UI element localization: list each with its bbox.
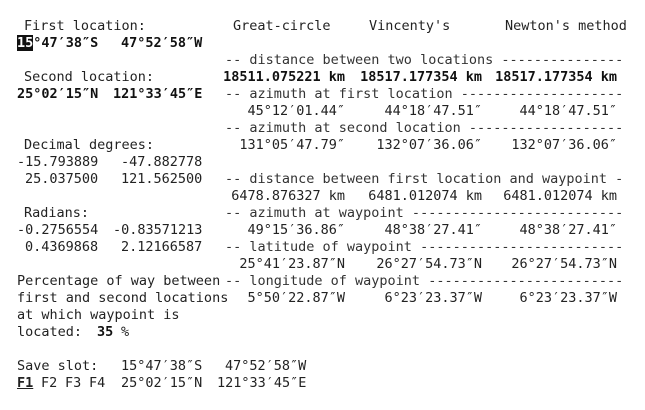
longitude-waypoint-vincenty: 6°23′23.37″W <box>384 290 482 306</box>
first-location-label: First location: <box>24 18 146 34</box>
first-location-lat-rest: °47′38″S <box>33 35 99 51</box>
f3-key[interactable]: F3 <box>65 375 82 391</box>
azimuth-first-vincenty: 44°18′47.51″ <box>384 103 482 119</box>
decimal-second-lon: 121.562500 <box>121 171 203 187</box>
save-slot-2-lat: 25°02′15″N <box>121 375 203 391</box>
f2-key[interactable]: F2 <box>41 375 58 391</box>
azimuth-second-newton: 132°07′36.06″ <box>511 137 617 153</box>
decimal-first-lon: -47.882778 <box>121 154 203 170</box>
distance-waypoint-vincenty: 6481.012074 km <box>368 188 482 204</box>
header-great-circle: Great-circle <box>233 18 331 34</box>
percentage-input[interactable]: 35 <box>97 324 114 340</box>
section-longitude-waypoint: -- longitude of waypoint ---------------… <box>225 273 624 289</box>
azimuth-waypoint-vincenty: 48°38′27.41″ <box>384 222 482 238</box>
azimuth-waypoint-newton: 48°38′27.41″ <box>519 222 617 238</box>
save-slot-1-lat: 15°47′38″S <box>121 358 203 374</box>
decimal-first-lat: -15.793889 <box>17 154 99 170</box>
latitude-waypoint-vincenty: 26°27′54.73″N <box>376 256 482 272</box>
save-slot-2-lon: 121°33′45″E <box>217 375 307 391</box>
distance-vincenty: 18517.177354 km <box>360 69 482 85</box>
percentage-line-2: first and second locations <box>17 290 229 306</box>
second-location-label: Second location: <box>24 69 155 85</box>
radians-second-lon: 2.12166587 <box>121 239 203 255</box>
distance-great-circle: 18511.075221 km <box>223 69 345 85</box>
radians-first-lat: -0.2756554 <box>17 222 99 238</box>
decimal-second-lat: 25.037500 <box>25 171 99 187</box>
percentage-unit: % <box>121 324 130 340</box>
distance-waypoint-great-circle: 6478.876327 km <box>231 188 345 204</box>
decimal-degrees-label: Decimal degrees: <box>24 137 155 153</box>
first-location-lon[interactable]: 47°52′58″W <box>121 35 203 51</box>
second-location-lon[interactable]: 121°33′45″E <box>113 86 203 102</box>
latitude-waypoint-newton: 26°27′54.73″N <box>511 256 617 272</box>
azimuth-second-vincenty: 132°07′36.06″ <box>376 137 482 153</box>
radians-first-lon: -0.83571213 <box>113 222 203 238</box>
second-location-lat[interactable]: 25°02′15″N <box>17 86 99 102</box>
header-vincenty: Vincenty's <box>369 18 451 34</box>
azimuth-first-newton: 44°18′47.51″ <box>519 103 617 119</box>
percentage-line-1: Percentage of way between <box>17 273 221 289</box>
save-slot-label: Save slot: <box>17 358 99 374</box>
f1-key[interactable]: F1 <box>17 375 34 391</box>
longitude-waypoint-newton: 6°23′23.37″W <box>519 290 617 306</box>
f4-key[interactable]: F4 <box>89 375 106 391</box>
section-distance-waypoint: -- distance between first location and w… <box>225 171 624 187</box>
azimuth-waypoint-great-circle: 49°15′36.86″ <box>247 222 345 238</box>
longitude-waypoint-great-circle: 5°50′22.87″W <box>247 290 345 306</box>
percentage-line-4: located: <box>17 324 83 340</box>
latitude-waypoint-great-circle: 25°41′23.87″N <box>239 256 345 272</box>
azimuth-first-great-circle: 45°12′01.44″ <box>247 103 345 119</box>
header-newton: Newton's method <box>505 18 627 34</box>
section-distance: -- distance between two locations ------… <box>225 52 624 68</box>
azimuth-second-great-circle: 131°05′47.79″ <box>239 137 345 153</box>
first-location-lat[interactable]: 15°47′38″S <box>17 35 98 52</box>
radians-label: Radians: <box>24 205 90 221</box>
section-azimuth-first: -- azimuth at first location -----------… <box>225 86 624 102</box>
percentage-line-3: at which waypoint is <box>17 307 180 323</box>
distance-newton: 18517.177354 km <box>495 69 617 85</box>
text-cursor[interactable]: 15 <box>17 35 34 51</box>
radians-second-lat: 0.4369868 <box>25 239 99 255</box>
section-azimuth-waypoint: -- azimuth at waypoint -----------------… <box>225 205 624 221</box>
save-slot-1-lon: 47°52′58″W <box>225 358 307 374</box>
section-latitude-waypoint: -- latitude of waypoint ----------------… <box>225 239 624 255</box>
distance-waypoint-newton: 6481.012074 km <box>503 188 617 204</box>
section-azimuth-second: -- azimuth at second location ----------… <box>225 120 624 136</box>
